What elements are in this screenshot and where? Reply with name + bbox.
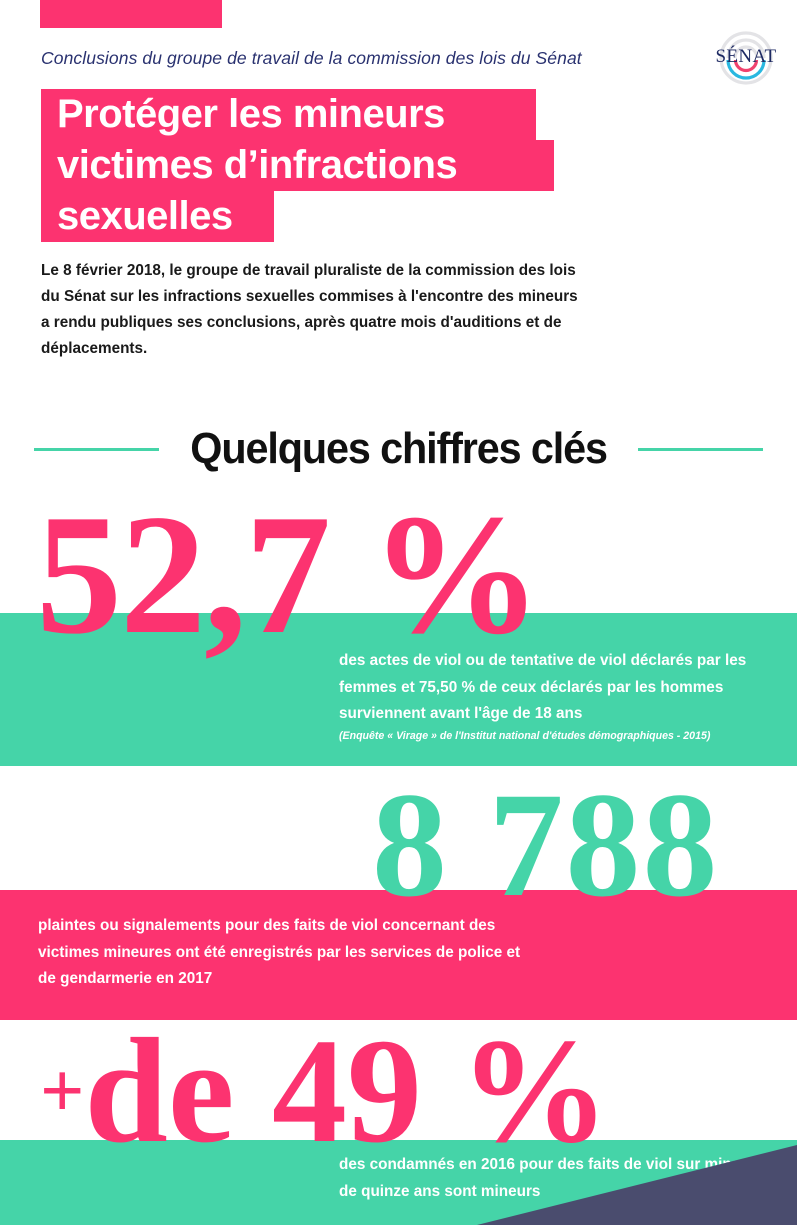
stat-caption-3: des condamnés en 2016 pour des faits de …: [339, 1152, 779, 1205]
title-line-1: Protéger les mineurs: [41, 89, 536, 140]
stat-value-1: 52,7 %: [36, 480, 542, 670]
stat-source-1: (Enquête « Virage » de l'Institut nation…: [339, 729, 711, 742]
stat-band-1: [0, 613, 797, 766]
senat-logo-text: SÉNAT: [715, 45, 776, 67]
stat-value-3-main: de 49 %: [84, 1008, 610, 1174]
stat-caption-1-text: des actes de viol ou de tentative de vio…: [339, 652, 747, 722]
section-title-text: Quelques chiffres clés: [190, 424, 608, 473]
stat-caption-2: plaintes ou signalements pour des faits …: [38, 913, 538, 993]
stat-band-2: [0, 890, 797, 1020]
kicker-text: Conclusions du groupe de travail de la c…: [41, 48, 582, 68]
senat-logo: SÉNAT: [710, 22, 782, 94]
heading-rule-right: [638, 447, 764, 451]
title-line-2: victimes d’infractions: [41, 140, 554, 191]
intro-paragraph: Le 8 février 2018, le groupe de travail …: [41, 262, 578, 357]
stat-value-3: +de 49 %: [40, 1016, 609, 1166]
section-heading: Quelques chiffres clés: [0, 418, 797, 480]
heading-rule-left: [33, 447, 159, 451]
title-line-3: sexuelles: [41, 191, 274, 242]
stat-caption-2-text: plaintes ou signalements pour des faits …: [38, 917, 521, 987]
stat-caption-1: des actes de viol ou de tentative de vio…: [339, 648, 779, 744]
stat-value-3-plus: +: [40, 1047, 85, 1134]
top-accent-bar: [40, 0, 222, 28]
page-title: Protéger les mineurs victimes d’infracti…: [41, 89, 554, 242]
stat-caption-3-text: des condamnés en 2016 pour des faits de …: [339, 1156, 765, 1200]
stat-value-2: 8 788: [372, 762, 720, 928]
